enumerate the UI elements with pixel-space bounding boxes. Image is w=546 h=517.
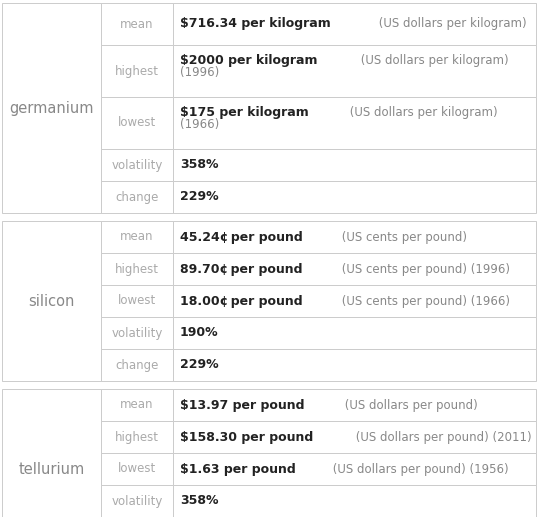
Bar (173, 485, 536, 517)
Bar (173, 149, 536, 181)
Bar (101, 485, 173, 517)
Text: (1966): (1966) (180, 118, 219, 131)
Text: highest: highest (115, 263, 159, 276)
Text: (US dollars per pound) (1956): (US dollars per pound) (1956) (329, 463, 509, 476)
Text: 358%: 358% (180, 494, 218, 508)
Text: tellurium: tellurium (19, 462, 85, 477)
Bar (173, 285, 536, 317)
Text: lowest: lowest (118, 116, 156, 129)
Bar (173, 317, 536, 349)
Bar (101, 181, 173, 213)
Bar (101, 349, 173, 381)
Text: 229%: 229% (180, 358, 218, 372)
Text: $175 per kilogram: $175 per kilogram (180, 106, 308, 119)
Text: change: change (115, 190, 159, 204)
Bar (101, 317, 173, 349)
Bar (101, 453, 173, 485)
Text: 190%: 190% (180, 327, 218, 340)
Text: 229%: 229% (180, 190, 218, 204)
Text: (US dollars per pound) (2011): (US dollars per pound) (2011) (352, 431, 532, 444)
Bar (2, 389, 101, 517)
Bar (101, 149, 173, 181)
Text: (US cents per pound) (1996): (US cents per pound) (1996) (338, 263, 510, 276)
Text: volatility: volatility (111, 159, 163, 172)
Text: germanium: germanium (9, 100, 94, 115)
Text: (US cents per pound): (US cents per pound) (339, 231, 467, 244)
Text: (US dollars per kilogram): (US dollars per kilogram) (358, 54, 509, 67)
Text: change: change (115, 358, 159, 372)
Bar (101, 389, 173, 421)
Bar (101, 253, 173, 285)
Bar (173, 97, 536, 149)
Text: highest: highest (115, 65, 159, 78)
Bar (173, 45, 536, 97)
Text: mean: mean (120, 18, 154, 31)
Bar (101, 421, 173, 453)
Text: (US dollars per kilogram): (US dollars per kilogram) (346, 106, 498, 119)
Text: 358%: 358% (180, 159, 218, 172)
Bar (173, 389, 536, 421)
Text: (US dollars per pound): (US dollars per pound) (341, 399, 477, 412)
Bar (173, 421, 536, 453)
Text: $13.97 per pound: $13.97 per pound (180, 399, 305, 412)
Text: $2000 per kilogram: $2000 per kilogram (180, 54, 318, 67)
Text: lowest: lowest (118, 295, 156, 308)
Bar (2, 221, 101, 381)
Text: 89.70¢ per pound: 89.70¢ per pound (180, 263, 302, 276)
Text: 18.00¢ per pound: 18.00¢ per pound (180, 295, 302, 308)
Bar (173, 349, 536, 381)
Text: mean: mean (120, 399, 154, 412)
Text: volatility: volatility (111, 494, 163, 508)
Bar (101, 3, 173, 45)
Bar (2, 3, 101, 213)
Text: silicon: silicon (28, 294, 75, 309)
Text: $158.30 per pound: $158.30 per pound (180, 431, 313, 444)
Text: mean: mean (120, 231, 154, 244)
Text: (1996): (1996) (180, 66, 219, 79)
Text: volatility: volatility (111, 327, 163, 340)
Text: (US cents per pound) (1966): (US cents per pound) (1966) (338, 295, 510, 308)
Bar (173, 3, 536, 45)
Text: 45.24¢ per pound: 45.24¢ per pound (180, 231, 302, 244)
Text: $716.34 per kilogram: $716.34 per kilogram (180, 18, 331, 31)
Text: $1.63 per pound: $1.63 per pound (180, 463, 296, 476)
Bar (101, 221, 173, 253)
Text: (US dollars per kilogram): (US dollars per kilogram) (375, 18, 526, 31)
Text: lowest: lowest (118, 463, 156, 476)
Bar (101, 97, 173, 149)
Bar (173, 181, 536, 213)
Bar (173, 453, 536, 485)
Bar (173, 221, 536, 253)
Bar (101, 45, 173, 97)
Text: highest: highest (115, 431, 159, 444)
Bar (173, 253, 536, 285)
Bar (101, 285, 173, 317)
